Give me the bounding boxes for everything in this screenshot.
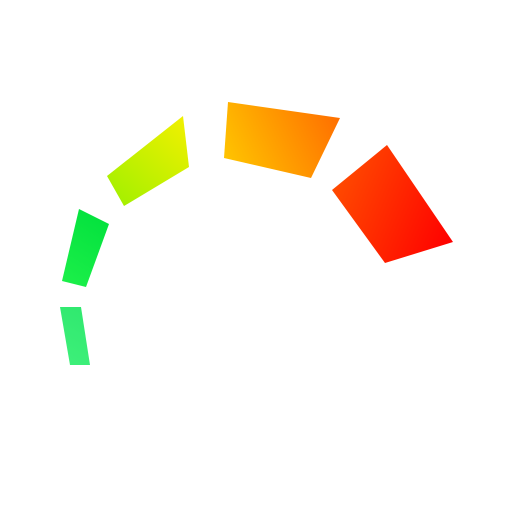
gauge-segment-5 <box>332 145 453 263</box>
gauge-segment-4 <box>224 102 340 178</box>
gauge-segment-1 <box>60 307 90 365</box>
gauge-segment-2 <box>62 209 109 287</box>
gauge-segments <box>60 102 453 365</box>
gauge-segment-3 <box>107 116 189 206</box>
